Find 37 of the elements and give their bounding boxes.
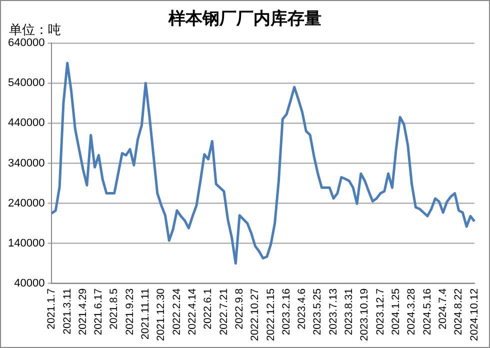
- x-tick-label: 2022.6.1: [202, 288, 214, 330]
- y-tick-label: 640000: [8, 37, 45, 50]
- x-tick-label: 2023.8.31: [343, 288, 356, 336]
- x-tick-label: 2022.4.14: [186, 288, 198, 336]
- y-tick-label: 540000: [8, 77, 45, 90]
- x-tick-label: 2023.4.6: [296, 288, 308, 330]
- y-tick-label: 440000: [8, 117, 45, 130]
- x-tick-label: 2022.10.27: [249, 288, 262, 342]
- y-tick-label: 40000: [14, 277, 45, 290]
- x-tick-label: 2023.10.19: [358, 288, 371, 342]
- x-tick-label: 2021.1.7: [46, 288, 58, 330]
- y-tick-label: 340000: [8, 157, 45, 170]
- x-tick-label: 2024.5.16: [421, 288, 434, 336]
- x-tick-label: 2022.12.15: [264, 288, 277, 342]
- x-tick-label: 2022.2.24: [170, 288, 183, 336]
- x-tick-label: 2022.9.8: [233, 288, 246, 330]
- x-tick-label: 2022.7.21: [218, 288, 230, 336]
- x-tick-label: 2023.7.13: [327, 288, 340, 336]
- x-tick-label: 2023.2.16: [280, 288, 292, 336]
- x-tick-label: 2024.10.12: [468, 288, 480, 342]
- x-tick-label: 2021.8.5: [108, 288, 120, 330]
- x-tick-label: 2023.5.25: [312, 288, 324, 336]
- x-tick-label: 2021.6.17: [92, 288, 105, 336]
- x-tick-label: 2024.7.4: [436, 288, 449, 330]
- x-tick-label: 2021.11.11: [140, 288, 152, 340]
- chart-title: 样本钢厂厂内库存量: [168, 9, 322, 29]
- y-axis-title: 单位：吨: [9, 22, 61, 38]
- x-tick-label: 2021.3.11: [61, 288, 74, 334]
- x-tick-label: 2023.12.7: [374, 288, 386, 336]
- x-tick-label: 2021.12.30: [155, 288, 168, 342]
- x-tick-label: 2024.1.25: [390, 288, 402, 336]
- x-tick-label: 2021.9.23: [124, 288, 136, 336]
- x-tick-label: 2024.8.22: [452, 288, 465, 336]
- x-tick-label: 2021.4.29: [76, 288, 89, 336]
- y-tick-label: 140000: [8, 237, 45, 250]
- x-tick-label: 2024.3.28: [406, 288, 418, 336]
- y-tick-label: 240000: [8, 197, 45, 210]
